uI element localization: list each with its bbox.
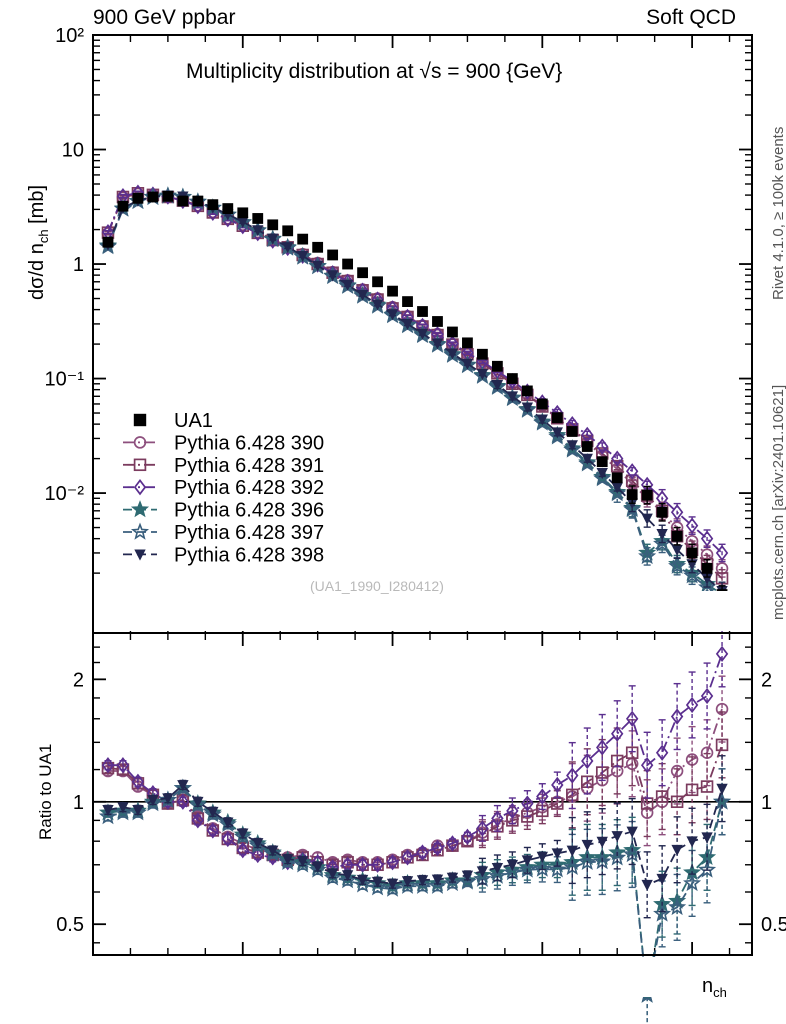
svg-text:1: 1 bbox=[73, 254, 84, 276]
svg-text:Pythia 6.428 392: Pythia 6.428 392 bbox=[174, 477, 324, 499]
header-left: 900 GeV ppbar bbox=[93, 6, 236, 29]
legend-entry-6 bbox=[123, 549, 157, 561]
svg-text:2: 2 bbox=[761, 669, 772, 691]
svg-text:Pythia 6.428 397: Pythia 6.428 397 bbox=[174, 522, 324, 544]
legend-entry-2 bbox=[123, 458, 157, 472]
ylabel-sub: ch bbox=[36, 229, 51, 244]
svg-text:Pythia 6.428 398: Pythia 6.428 398 bbox=[174, 544, 324, 566]
svg-text:10⁻²: 10⁻² bbox=[45, 483, 85, 505]
xlabel-pre: n bbox=[702, 975, 714, 997]
legend-entry-5 bbox=[123, 522, 157, 540]
svg-text:0.5: 0.5 bbox=[761, 914, 786, 936]
svg-text:0.5: 0.5 bbox=[56, 914, 84, 936]
svg-text:Pythia 6.428 390: Pythia 6.428 390 bbox=[174, 432, 324, 454]
main-y-axis-label: dσ/d nch [mb] bbox=[26, 185, 51, 300]
ylabel-post: [mb] bbox=[26, 184, 48, 230]
x-axis-label: nch bbox=[702, 975, 727, 1000]
legend-entry-3 bbox=[123, 479, 157, 496]
xlabel-sub: ch bbox=[713, 985, 727, 1000]
svg-text:10: 10 bbox=[62, 140, 84, 162]
svg-text:10⁻¹: 10⁻¹ bbox=[45, 369, 85, 391]
side-label-mcplots: mcplots.cern.ch [arXiv:2401.10621] bbox=[770, 384, 786, 620]
side-label-rivet: Rivet 4.1.0, ≥ 100k events bbox=[770, 126, 786, 300]
ylabel-pre: dσ/d n bbox=[26, 243, 48, 300]
svg-text:2: 2 bbox=[73, 669, 84, 691]
svg-text:10²: 10² bbox=[55, 25, 84, 47]
series-pythia-6-428-398 bbox=[102, 755, 728, 919]
ratio-y-axis-label: Ratio to UA1 bbox=[36, 743, 55, 840]
legend-entry-0 bbox=[133, 413, 147, 427]
svg-text:1: 1 bbox=[73, 792, 84, 814]
svg-text:UA1: UA1 bbox=[174, 410, 213, 432]
svg-text:Pythia 6.428 396: Pythia 6.428 396 bbox=[174, 500, 324, 522]
plot-title: Multiplicity distribution at √s = 900 {G… bbox=[186, 60, 563, 83]
svg-text:Pythia 6.428 391: Pythia 6.428 391 bbox=[174, 455, 324, 477]
svg-text:1: 1 bbox=[761, 792, 772, 814]
header-right: Soft QCD bbox=[646, 6, 736, 29]
legend-entry-4 bbox=[123, 500, 157, 518]
watermark: (UA1_1990_I280412) bbox=[310, 578, 444, 594]
legend-entry-1 bbox=[123, 436, 157, 449]
